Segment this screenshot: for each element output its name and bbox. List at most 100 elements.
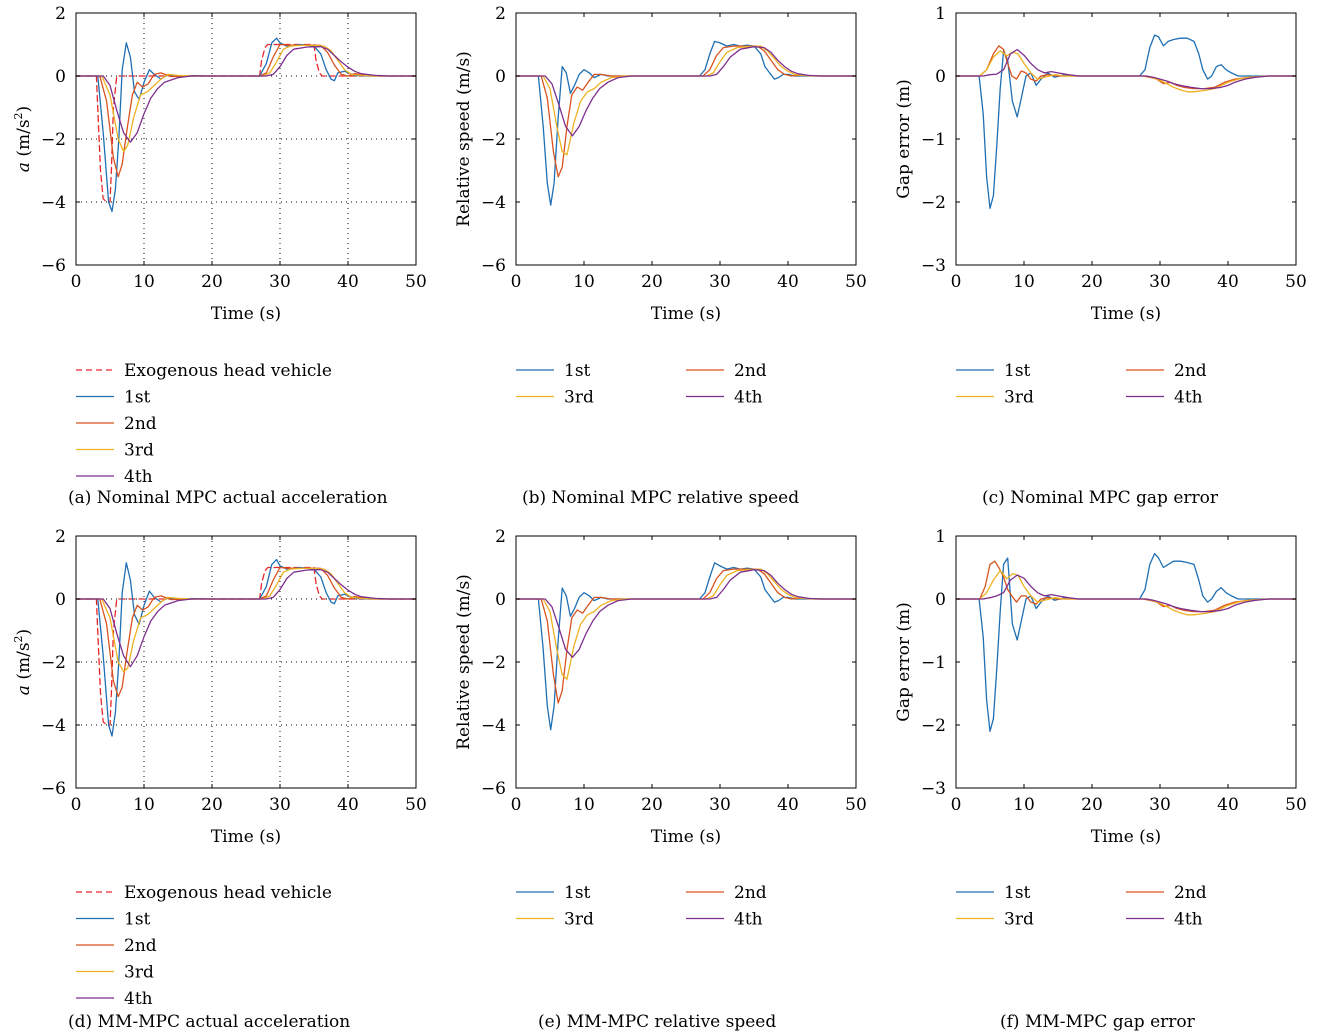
axes-frame (515, 535, 857, 789)
legend-label: 2nd (1174, 361, 1207, 381)
x-tick-label: 40 (1217, 795, 1239, 815)
legend-label: Exogenous head vehicle (124, 883, 332, 903)
y-tick-label: −1 (921, 653, 946, 673)
x-axis-label: Time (s) (211, 304, 281, 324)
axes-frame (955, 12, 1297, 266)
x-tick-label: 20 (641, 795, 663, 815)
y-tick-label: 1 (935, 527, 946, 547)
x-tick-label: 50 (405, 795, 427, 815)
y-tick-label: 0 (495, 67, 506, 87)
series-line-s3 (516, 45, 856, 156)
legend-label: 3rd (1004, 910, 1034, 930)
legend-label: Exogenous head vehicle (124, 361, 332, 381)
y-axis-label-var: a (14, 162, 34, 172)
series-line-s4 (516, 46, 856, 137)
series-line-head (76, 566, 416, 726)
legend-label: 4th (124, 989, 153, 1009)
panel-caption: (b) Nominal MPC relative speed (522, 488, 799, 508)
y-axis-label: Gap error (m) (894, 602, 914, 721)
x-tick-label: 20 (1081, 795, 1103, 815)
x-axis-label: Time (s) (651, 304, 721, 324)
legend-label: 2nd (734, 883, 767, 903)
legend-label: 3rd (564, 388, 594, 408)
series-line-s2 (956, 45, 1296, 90)
x-tick-label: 0 (951, 272, 962, 292)
y-axis-label: Relative speed (m/s) (454, 574, 474, 750)
y-tick-label: 2 (495, 4, 506, 24)
series-line-s1 (76, 37, 416, 213)
axes-frame (955, 535, 1297, 789)
x-tick-label: 20 (1081, 272, 1103, 292)
x-tick-label: 40 (777, 272, 799, 292)
legend: 1st 2nd 3rd 4th (516, 361, 767, 408)
legend-label: 2nd (124, 936, 157, 956)
x-tick-label: 10 (133, 272, 155, 292)
plot-area (956, 552, 1296, 732)
y-tick-label: −2 (41, 130, 66, 150)
y-tick-label: −2 (481, 130, 506, 150)
y-tick-label: 0 (55, 67, 66, 87)
x-tick-label: 0 (71, 272, 82, 292)
plot-area (516, 562, 856, 731)
x-tick-label: 40 (337, 272, 359, 292)
y-tick-label: −2 (921, 193, 946, 213)
legend: 1st 2nd 3rd 4th (956, 361, 1207, 408)
x-tick-label: 30 (709, 795, 731, 815)
y-axis-label-close: ) (14, 106, 34, 113)
y-axis-label: Gap error (m) (894, 79, 914, 198)
legend-label: 4th (734, 910, 763, 930)
legend-label: 4th (1174, 910, 1203, 930)
legend: Exogenous head vehicle 1st 2nd 3rd 4th (76, 361, 332, 487)
x-tick-label: 30 (269, 272, 291, 292)
y-tick-label: −2 (481, 653, 506, 673)
series-line-s3 (956, 569, 1296, 616)
series-line-s4 (516, 569, 856, 658)
series-line-s4 (956, 574, 1296, 613)
y-axis-label: Relative speed (m/s) (454, 51, 474, 227)
x-tick-label: 40 (337, 795, 359, 815)
panel-caption: (d) MM-MPC actual acceleration (68, 1012, 350, 1032)
series-line-s4 (76, 46, 416, 143)
x-tick-label: 10 (573, 795, 595, 815)
legend-label: 1st (564, 883, 591, 903)
legend-label: 1st (1004, 361, 1031, 381)
legend-label: 3rd (1004, 388, 1034, 408)
y-tick-label: −6 (481, 256, 506, 276)
y-tick-label: −2 (921, 716, 946, 736)
series-line-s2 (516, 45, 856, 178)
x-tick-label: 50 (1285, 795, 1307, 815)
x-axis-label: Time (s) (651, 827, 721, 847)
panel-caption: (a) Nominal MPC actual acceleration (68, 488, 388, 508)
y-axis-label-unit: (m/s (14, 119, 34, 162)
chart-panel-e: 0 10 20 30 40 50 −6 −4 −2 0 2 Time (s) Relative spee… (454, 527, 867, 1032)
series-line-s2 (516, 568, 856, 704)
plot-area (516, 40, 856, 206)
x-axis-label: Time (s) (211, 827, 281, 847)
y-tick-label: −4 (41, 193, 66, 213)
y-tick-label: 0 (935, 67, 946, 87)
chart-panel-f: 0 10 20 30 40 50 −3 −2 −1 0 1 Time (s) Gap error (m)… (894, 527, 1307, 1032)
x-tick-label: 40 (777, 795, 799, 815)
y-axis-label-var: a (14, 685, 34, 695)
y-axis-label: a (m/s2) (12, 629, 34, 695)
panel-caption: (c) Nominal MPC gap error (982, 488, 1219, 508)
legend-label: 3rd (564, 910, 594, 930)
x-axis-label: Time (s) (1091, 304, 1161, 324)
y-tick-label: 0 (935, 590, 946, 610)
legend-label: 2nd (1174, 883, 1207, 903)
y-tick-label: −3 (921, 256, 946, 276)
x-tick-label: 10 (1013, 272, 1035, 292)
legend: 1st 2nd 3rd 4th (956, 883, 1207, 930)
x-tick-label: 10 (573, 272, 595, 292)
y-tick-label: 0 (55, 590, 66, 610)
y-tick-label: 2 (495, 527, 506, 547)
legend: Exogenous head vehicle 1st 2nd 3rd 4th (76, 883, 332, 1009)
legend-label: 4th (124, 467, 153, 487)
panel-caption: (f) MM-MPC gap error (1000, 1012, 1196, 1032)
x-tick-label: 0 (511, 272, 522, 292)
x-tick-label: 0 (71, 795, 82, 815)
legend-label: 1st (1004, 883, 1031, 903)
